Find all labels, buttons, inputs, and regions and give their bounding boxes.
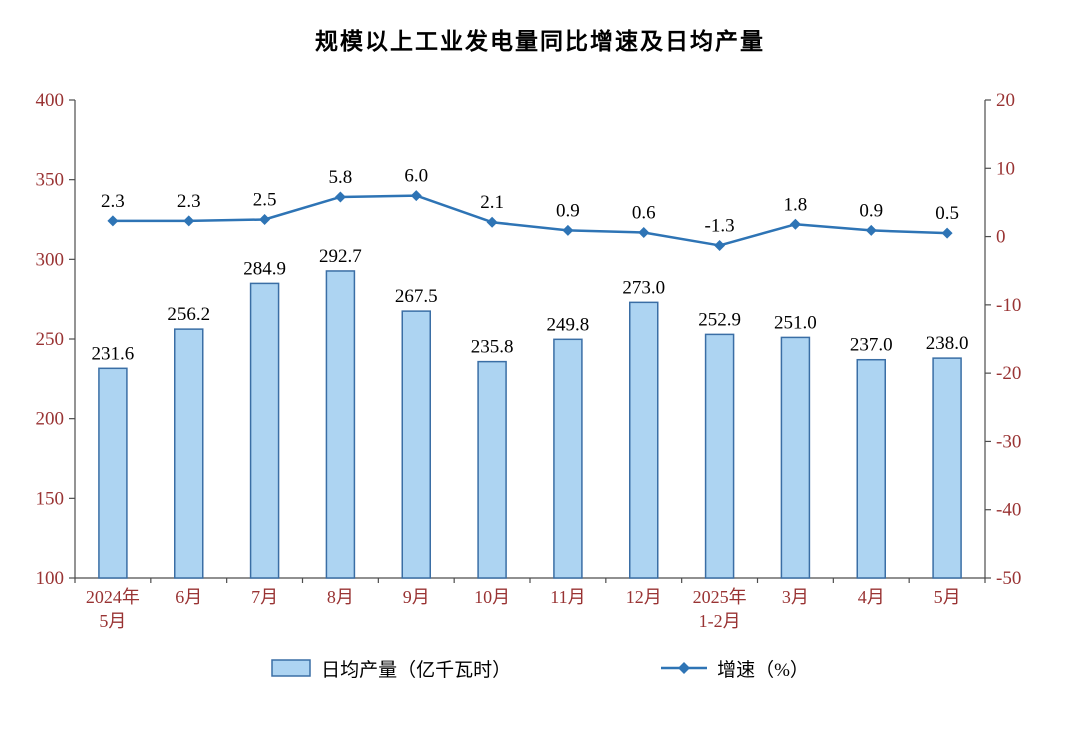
right-axis-tick-label: -10 <box>996 295 1021 316</box>
bar-data-label: 267.5 <box>395 286 438 307</box>
bar-data-label: 235.8 <box>471 337 514 358</box>
growth-line-marker <box>334 191 346 203</box>
bar-daily-output <box>477 360 507 579</box>
bar-daily-output <box>932 357 962 579</box>
left-axis-tick-label: 400 <box>36 90 65 111</box>
bar-data-label: 284.9 <box>243 258 286 279</box>
growth-line-marker <box>865 224 877 236</box>
growth-line-marker <box>789 218 801 230</box>
line-data-label: 1.8 <box>784 194 808 215</box>
bar-daily-output <box>780 336 811 579</box>
bar-daily-output <box>629 301 659 579</box>
right-axis-tick-label: -20 <box>996 363 1021 384</box>
x-axis-category-label: 7月 <box>251 587 278 607</box>
line-diamond-swatch-icon <box>661 662 708 674</box>
bar-data-label: 231.6 <box>92 343 135 364</box>
bar-daily-output <box>325 270 356 579</box>
right-axis-tick-label: 10 <box>996 158 1015 179</box>
growth-line-marker <box>638 226 650 238</box>
right-axis-tick-label: -40 <box>996 500 1021 521</box>
x-axis-category-label: 8月 <box>327 587 354 607</box>
bar-data-label: 251.0 <box>774 312 817 333</box>
legend-item-growth-rate: 增速（%） <box>661 655 809 682</box>
bar-data-label: 273.0 <box>622 277 665 298</box>
x-axis-category-label: 5月 <box>934 587 961 607</box>
bar-daily-output <box>174 328 204 579</box>
bar-data-label: 256.2 <box>167 304 210 325</box>
bar-daily-output <box>553 338 583 579</box>
legend-label-growth-rate: 增速（%） <box>717 659 809 681</box>
right-axis-tick-label: -30 <box>996 431 1021 452</box>
left-axis-tick-label: 300 <box>36 249 65 270</box>
line-data-label: 0.9 <box>859 200 883 221</box>
bar-data-label: 249.8 <box>547 314 590 335</box>
x-axis-category-label: 3月 <box>782 587 809 607</box>
right-axis-tick-label: 20 <box>996 90 1015 111</box>
line-data-label: 2.3 <box>101 191 125 212</box>
left-axis-tick-label: 150 <box>36 488 65 509</box>
x-axis-category-label: 2024年 <box>86 587 140 607</box>
line-data-label: 6.0 <box>404 166 428 187</box>
chart-title: 规模以上工业发电量同比增速及日均产量 <box>315 28 765 54</box>
x-axis-category-label: 9月 <box>403 587 430 607</box>
line-data-label: 2.1 <box>480 192 504 213</box>
line-data-label: 0.5 <box>935 203 959 224</box>
left-axis-tick-label: 250 <box>36 329 65 350</box>
growth-line-marker <box>107 215 119 227</box>
bar-data-label: 237.0 <box>850 335 893 356</box>
growth-line-marker <box>410 190 422 202</box>
right-axis-tick-label: 0 <box>996 227 1006 248</box>
growth-line-marker <box>486 216 498 228</box>
growth-line-marker <box>259 214 271 225</box>
legend-item-daily-output: 日均产量（亿千瓦时） <box>271 655 511 682</box>
line-data-label: 2.3 <box>177 191 201 212</box>
chart-legend: 日均产量（亿千瓦时） 增速（%） <box>0 650 1080 686</box>
growth-line-marker <box>941 227 953 239</box>
x-axis-category-label: 2025年 <box>693 587 747 607</box>
chart-canvas: 40035030025020015010020100-10-20-30-40-5… <box>36 90 1022 631</box>
line-data-label: 0.6 <box>632 202 656 223</box>
left-axis-tick-label: 200 <box>36 409 65 430</box>
bar-daily-output <box>704 333 735 579</box>
right-axis-tick-label: -50 <box>996 568 1021 589</box>
line-data-label: 0.9 <box>556 200 580 221</box>
growth-line <box>112 194 948 247</box>
line-data-label: -1.3 <box>705 215 735 236</box>
x-axis-category-label: 5月 <box>99 611 126 631</box>
left-axis-tick-label: 350 <box>36 170 65 191</box>
x-axis-category-label: 4月 <box>858 587 885 607</box>
bar-data-label: 238.0 <box>926 333 969 354</box>
bar-daily-output <box>401 310 431 579</box>
line-data-label: 5.8 <box>329 167 353 188</box>
left-axis-tick-label: 100 <box>36 568 65 589</box>
bar-daily-output <box>98 367 128 579</box>
x-axis-category-label: 6月 <box>175 587 202 607</box>
growth-line-marker <box>183 215 195 227</box>
x-axis-category-label: 11月 <box>550 587 585 607</box>
bar-swatch-icon <box>271 659 311 677</box>
line-data-label: 2.5 <box>253 190 277 211</box>
x-axis-category-label: 12月 <box>626 587 662 607</box>
bar-data-label: 292.7 <box>319 246 362 267</box>
x-axis-category-label: 10月 <box>474 587 510 607</box>
bar-daily-output <box>249 282 280 579</box>
x-axis-category-label: 1-2月 <box>699 611 741 631</box>
bar-data-label: 252.9 <box>698 309 741 330</box>
legend-label-daily-output: 日均产量（亿千瓦时） <box>321 659 512 681</box>
bar-daily-output <box>856 358 886 579</box>
growth-line-marker <box>714 239 726 251</box>
growth-line-marker <box>562 224 574 236</box>
